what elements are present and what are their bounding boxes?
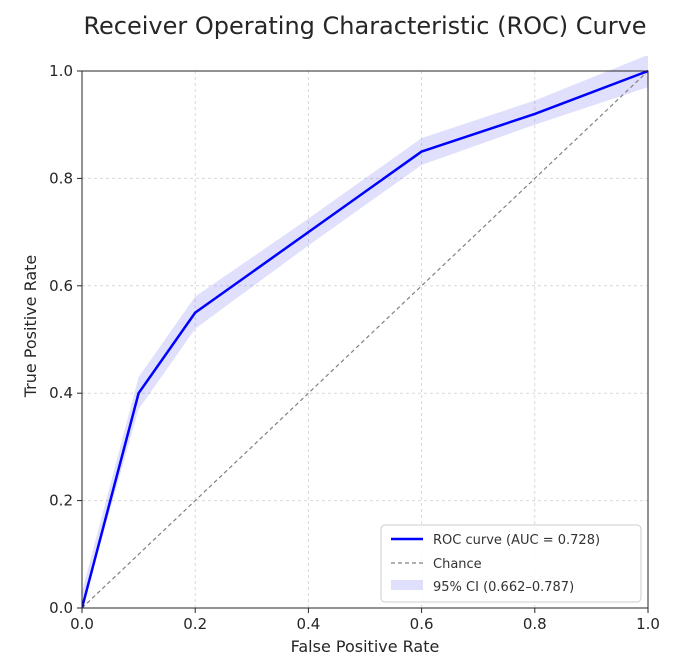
legend-box [380, 524, 642, 603]
x-tick-label: 0.2 [183, 615, 207, 633]
axis-ticks: 0.0 0.2 0.4 0.6 0.8 1.0 0.0 0.2 0.4 0.6 0.8 1.0 [49, 62, 660, 633]
x-tick-label: 0.0 [70, 615, 94, 633]
y-tick-label: 0.2 [49, 492, 73, 510]
y-tick-label: 0.0 [49, 599, 73, 617]
y-tick-label: 0.8 [49, 169, 73, 187]
series-layer [82, 69, 648, 608]
legend-label-chance: Chance [433, 557, 482, 572]
y-tick-label: 0.4 [49, 384, 73, 402]
y-axis-label: True Positive Rate [21, 255, 40, 399]
legend: ROC curve (AUC = 0.728) Chance 95% CI (0… [380, 524, 642, 603]
x-tick-label: 0.6 [410, 615, 434, 633]
y-tick-label: 1.0 [49, 62, 73, 80]
legend-label-roc: ROC curve (AUC = 0.728) [433, 533, 600, 548]
legend-label-ci: 95% CI (0.662–0.787) [433, 580, 574, 595]
x-tick-label: 0.4 [296, 615, 320, 633]
roc-curve-line [82, 69, 648, 608]
x-axis-label: False Positive Rate [291, 637, 440, 656]
plot-frame [81, 70, 649, 609]
x-tick-label: 1.0 [636, 615, 660, 633]
y-tick-label: 0.6 [49, 277, 73, 295]
legend-swatch-ci [391, 580, 423, 590]
x-tick-label: 0.8 [523, 615, 547, 633]
chart-title: Receiver Operating Characteristic (ROC) … [83, 12, 646, 40]
